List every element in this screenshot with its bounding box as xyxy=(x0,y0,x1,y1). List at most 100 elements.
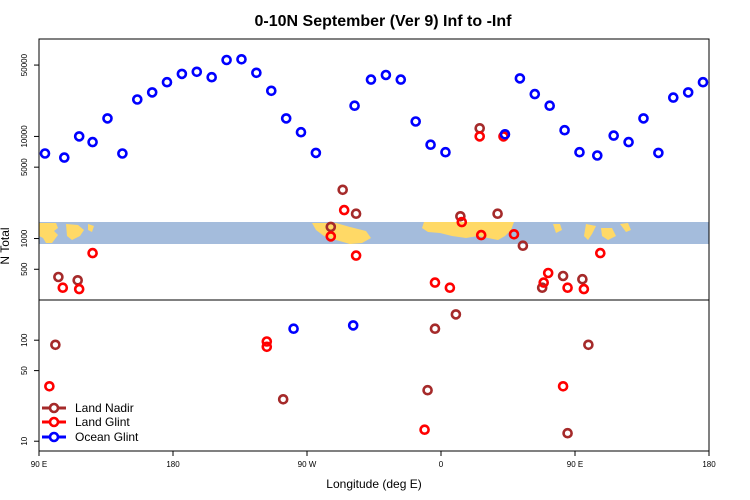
land-glint-point xyxy=(475,229,487,241)
ocean-glint-point xyxy=(544,100,556,111)
ocean-glint-point xyxy=(574,146,585,158)
ocean-glint-point xyxy=(440,146,451,158)
y-tick-label: 1000 xyxy=(20,229,29,247)
land-nadir-point xyxy=(536,282,548,294)
ocean-glint-point xyxy=(251,67,262,79)
ocean-glint-point xyxy=(425,139,436,150)
ocean-glint-point xyxy=(395,74,407,85)
ocean-glint-point xyxy=(117,148,128,159)
ocean-glint-point xyxy=(365,74,377,85)
ocean-glint-point xyxy=(73,131,85,142)
ocean-glint-point xyxy=(410,116,422,127)
x-axis-label: Longitude (deg E) xyxy=(326,477,421,491)
land-mass xyxy=(553,224,562,233)
land-glint-point xyxy=(44,380,55,392)
land-glint-point xyxy=(261,341,273,353)
land-glint-point xyxy=(444,282,456,294)
ocean-glint-point xyxy=(59,152,70,163)
legend-swatch-marker xyxy=(48,431,60,443)
land-glint-point xyxy=(338,204,350,216)
land-nadir-point xyxy=(429,323,441,335)
land-glint-point xyxy=(419,424,430,436)
land-glint-point xyxy=(538,277,550,288)
land-mass xyxy=(88,224,94,232)
y-tick-label: 50000 xyxy=(20,53,29,76)
bottom-panel-frame xyxy=(38,299,710,452)
y-axis-label: N Total xyxy=(0,227,12,264)
ocean-glint-point xyxy=(265,85,277,97)
ocean-glint-point xyxy=(295,126,307,138)
land-glint-point xyxy=(594,247,606,259)
x-tick-label: 90 E xyxy=(31,460,47,469)
y-tick-label: 10 xyxy=(20,436,29,445)
ocean-glint-point xyxy=(697,76,709,88)
ocean-glint-point xyxy=(176,68,188,80)
ocean-band xyxy=(39,222,709,244)
ocean-glint-point xyxy=(161,76,173,88)
ocean-glint-point xyxy=(39,148,51,159)
land-glint-point xyxy=(474,131,486,142)
ocean-glint-point xyxy=(87,136,98,148)
ocean-glint-point xyxy=(132,94,143,105)
land-nadir-point xyxy=(492,208,503,219)
land-nadir-point xyxy=(583,339,594,351)
ocean-glint-point xyxy=(591,150,603,161)
land-nadir-point xyxy=(350,208,362,219)
y-tick-label: 50 xyxy=(20,366,29,375)
land-glint-point xyxy=(542,267,554,279)
legend-label: Land Glint xyxy=(75,415,130,429)
x-tick-label: 0 xyxy=(439,460,444,469)
ocean-glint-point xyxy=(102,113,113,124)
x-tick-label: 180 xyxy=(702,460,716,469)
ocean-glint-point xyxy=(682,87,694,98)
land-glint-point xyxy=(73,283,85,295)
land-mass xyxy=(601,228,616,240)
land-mass xyxy=(620,223,631,232)
data-points xyxy=(39,53,709,439)
land-nadir-point xyxy=(455,211,466,222)
land-nadir-point xyxy=(517,240,529,251)
ocean-glint-point xyxy=(236,53,247,65)
land-nadir-point xyxy=(557,270,569,282)
y-tick-label: 100 xyxy=(20,333,29,347)
ocean-glint-point xyxy=(653,147,664,159)
legend-label: Land Nadir xyxy=(75,401,134,415)
plot-frame xyxy=(38,38,710,452)
ocean-glint-point xyxy=(380,69,392,81)
ocean-glint-point xyxy=(310,147,322,159)
ocean-glint-point xyxy=(349,100,360,111)
land-mass xyxy=(422,222,514,240)
land-glint-point xyxy=(325,231,337,242)
land-glint-point xyxy=(87,247,98,259)
ocean-glint-point xyxy=(499,129,511,140)
legend-label: Ocean Glint xyxy=(75,430,139,444)
map-strip xyxy=(39,222,709,244)
chart-title: 0-10N September (Ver 9) Inf to -Inf xyxy=(255,13,513,30)
legend-swatch-marker xyxy=(48,416,60,428)
land-nadir-point xyxy=(277,393,289,405)
land-nadir-point xyxy=(562,427,573,439)
land-mass xyxy=(66,224,84,240)
land-glint-point xyxy=(456,216,468,228)
ocean-glint-point xyxy=(559,124,570,136)
ocean-glint-point xyxy=(638,113,649,124)
ocean-glint-point xyxy=(191,66,203,78)
y-axis: 50000 10000 5000 1000 500 100 50 10 xyxy=(20,53,39,446)
ocean-glint-point xyxy=(514,73,526,84)
land-nadir-point xyxy=(325,221,337,233)
ocean-glint-point xyxy=(623,136,634,148)
land-glint-point xyxy=(562,282,573,294)
ocean-glint-point xyxy=(221,54,232,66)
land-nadir-point xyxy=(53,271,64,283)
ocean-glint-point xyxy=(529,88,541,100)
land-mass xyxy=(39,223,58,243)
legend-item: Land Nadir xyxy=(42,401,134,415)
land-nadir-point xyxy=(50,339,61,351)
legend-item: Ocean Glint xyxy=(42,430,139,444)
x-axis: 90 E 180 90 W 0 90 E 180 xyxy=(31,451,716,469)
land-glint-point xyxy=(578,283,590,295)
land-nadir-point xyxy=(450,309,462,320)
ocean-glint-point xyxy=(280,113,292,124)
